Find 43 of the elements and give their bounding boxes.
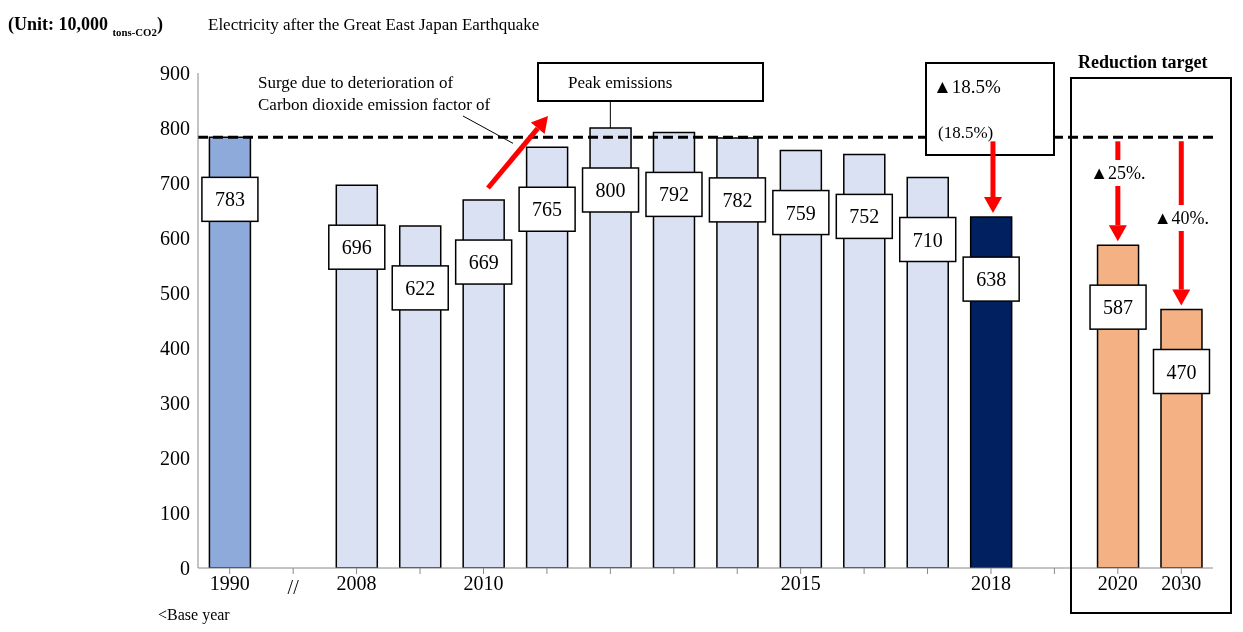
data-label: 669 [468, 251, 499, 274]
data-label: 470 [1166, 360, 1197, 383]
y-tick-label: 900 [160, 62, 190, 85]
data-label: 783 [214, 188, 245, 211]
x-tick-label: 2018 [970, 572, 1011, 595]
y-tick-label: 0 [180, 557, 190, 580]
x-tick-label: 2020 [1097, 572, 1138, 595]
annotation: ▲18.5% [933, 76, 1002, 97]
data-label: 782 [722, 188, 753, 211]
data-label: 800 [595, 179, 626, 201]
x-tick-label: 1990 [209, 572, 250, 595]
data-label: 710 [912, 228, 943, 251]
annotation: Surge due to deterioration of [258, 73, 454, 92]
y-tick-label: 600 [160, 227, 190, 250]
annotation: ▲40%. [1153, 208, 1209, 228]
data-label: 759 [785, 201, 816, 224]
x-tick-label: 2008 [336, 572, 377, 595]
y-tick-label: 500 [160, 282, 190, 305]
text: <Base year [158, 606, 231, 624]
data-label: 587 [1103, 296, 1134, 319]
annotation: Carbon dioxide emission factor of [258, 95, 491, 114]
x-tick-label: 2030 [1161, 572, 1202, 595]
annotation: ▲25%. [1090, 163, 1146, 183]
y-tick-label: 200 [160, 447, 190, 470]
data-label: 622 [405, 276, 436, 299]
y-tick-label: 300 [160, 392, 190, 415]
y-axis-title: (Unit: 10,000 $_{tons-CO2}$) [8, 14, 163, 38]
data-label: 638 [976, 268, 1007, 291]
data-label: 696 [341, 236, 372, 259]
data-label: 792 [658, 183, 689, 206]
annotation: Peak emissions [568, 73, 673, 92]
y-tick-label: 800 [160, 117, 190, 140]
text: Electricity after the Great East Japan Earthquake [208, 15, 540, 34]
y-tick-label: 700 [160, 172, 190, 195]
annotation: (18.5%) [938, 123, 994, 142]
y-tick-label: 100 [160, 502, 190, 525]
text: Reduction target [1078, 52, 1208, 72]
x-tick-label: 2010 [463, 572, 504, 595]
y-tick-label: 400 [160, 337, 190, 360]
x-tick-label: 2015 [780, 572, 821, 595]
text: // [287, 576, 300, 598]
data-label: 765 [532, 198, 563, 221]
data-label: 752 [849, 205, 880, 228]
